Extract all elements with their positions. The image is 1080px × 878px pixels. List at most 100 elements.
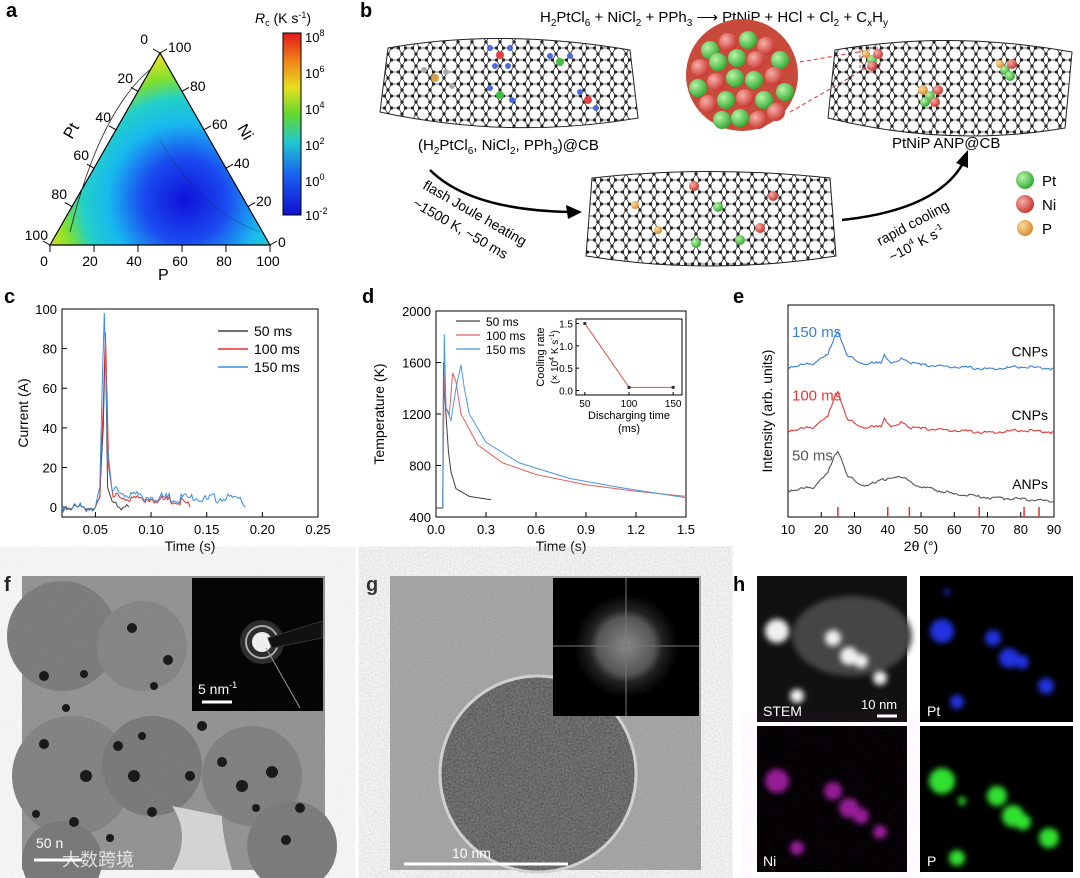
tick-left: 0: [140, 31, 148, 47]
series-line-2: [61, 312, 246, 514]
contour-line: [159, 139, 261, 233]
ternary-plot: 0 20 40 60 80 100 100 80 60 40 20 0 0 20…: [25, 10, 328, 284]
inset-point: [671, 385, 675, 389]
series-line-1: [61, 332, 191, 513]
legend-label-1: 100 ms: [486, 329, 525, 343]
x-tick-label: 40: [881, 522, 895, 537]
inset-y-label-2: (× 104 K s-1): [549, 330, 561, 384]
ternary-fill: [48, 51, 272, 246]
tick-bottom: 20: [82, 253, 98, 269]
axis-label-p: P: [158, 267, 169, 284]
tick-bottom: 60: [172, 253, 188, 269]
hrtem-image-g: 10 nm: [390, 576, 701, 874]
y-tick-label: 1200: [402, 407, 431, 422]
plot-frame: [61, 308, 319, 518]
panel-label-f: f: [4, 574, 11, 596]
x-tick-label: 0.10: [138, 522, 163, 537]
series-name-0: 150 ms: [792, 324, 841, 341]
series-line-0: [61, 338, 130, 511]
tick-right: 80: [190, 78, 206, 94]
inset-y-label: Cooling rate: [535, 327, 547, 386]
panel-label-a: a: [6, 0, 18, 22]
series-tag-0: CNPs: [1011, 344, 1048, 360]
inset-point: [583, 321, 587, 325]
legend-pt-swatch: [1016, 171, 1034, 189]
x-axis-label: Time (s): [165, 538, 216, 554]
legend-label-0: 50 ms: [486, 315, 519, 329]
watermark-text: 大数跨境: [62, 850, 134, 870]
tem-image-f: 5 nm-1 50 n 大数跨境: [7, 576, 337, 878]
colorbar-title: Rc (K s-1): [255, 10, 311, 28]
series-tag-1: CNPs: [1011, 407, 1048, 423]
y-tick-label: 20: [43, 460, 57, 475]
tick-bottom: 0: [40, 253, 48, 269]
tick-left: 20: [117, 70, 133, 86]
x-tick-label: 0.05: [83, 522, 108, 537]
tick-left: 40: [95, 109, 111, 125]
contour-line: [69, 67, 153, 233]
legend-label-1: 100 ms: [254, 341, 300, 357]
inset-x-tick-label: 100: [621, 399, 638, 410]
pt-map-label: Pt: [927, 703, 940, 719]
tick-left: 60: [73, 147, 89, 163]
x-tick-label: 20: [814, 522, 828, 537]
legend-p-label: P: [1042, 221, 1052, 238]
colorbar: [282, 32, 302, 216]
nanoparticle-cluster: [686, 19, 798, 131]
x-tick-label: 0.20: [250, 522, 275, 537]
precursor-label: (H2PtCl6, NiCl2, PPh3)@CB: [418, 137, 599, 157]
legend-label-2: 150 ms: [486, 343, 525, 357]
series-line-1: [787, 390, 1055, 435]
product-label: PtNiP ANP@CB: [892, 135, 1000, 152]
tick-right: 0: [278, 234, 286, 250]
p-map-label: P: [927, 853, 936, 869]
graphene-sheet-precursor: [379, 38, 639, 129]
scale-text-f: 50 n: [36, 835, 63, 851]
tick-left: 80: [51, 186, 67, 202]
inset-x-label-2: (ms): [618, 423, 640, 435]
x-tick-label: 0.3: [477, 522, 495, 537]
y-tick-label: 0: [50, 500, 57, 515]
x-tick-label: 50: [914, 522, 928, 537]
temperature-chart: 0.0 0.3 0.6 0.9 1.2 1.5 400 800 1200 1600 2000 Time…: [371, 304, 695, 554]
axis-label-ni: Ni: [234, 122, 256, 144]
heating-arrow: [429, 169, 571, 214]
tick-bottom: 40: [126, 253, 142, 269]
panel-label-c: c: [4, 286, 16, 308]
xrd-chart: 10 20 30 40 50 60 70 80 90 2θ (°) Intensity (arb. …: [759, 304, 1061, 554]
element-legend: Pt Ni P: [1016, 171, 1057, 238]
series-line-2: [442, 334, 687, 509]
scale-text-h: 10 nm: [861, 697, 897, 712]
x-tick-label: 0.0: [427, 522, 445, 537]
x-tick-label: 90: [1047, 522, 1061, 537]
tick-right: 20: [256, 193, 272, 209]
x-tick-label: 0.6: [527, 522, 545, 537]
panel-label-d: d: [362, 286, 375, 308]
inset-y-tick-label: 1.5: [559, 319, 573, 330]
x-tick-label: 0.9: [577, 522, 595, 537]
tem-particles: [32, 623, 305, 845]
y-tick-label: 1600: [402, 356, 431, 371]
alloy-particles: [862, 49, 1017, 107]
eds-maps-h: STEM 10 nm Pt Ni P: [757, 576, 1073, 872]
colorbar-tick: 106: [305, 64, 324, 81]
x-tick-label: 60: [947, 522, 961, 537]
legend-p-swatch: [1017, 220, 1033, 236]
x-tick-label: 1.2: [627, 522, 645, 537]
y-tick-label: 2000: [402, 304, 431, 319]
legend-pt-label: Pt: [1042, 173, 1057, 190]
y-tick-label: 400: [409, 510, 431, 525]
x-tick-label: 70: [980, 522, 994, 537]
series-name-1: 100 ms: [792, 387, 841, 404]
panel-label-e: e: [733, 286, 745, 308]
inset-x-tick-label: 150: [665, 399, 682, 410]
x-axis-label: 2θ (°): [904, 538, 938, 554]
x-tick-label: 0.25: [305, 522, 330, 537]
cooling-arrowhead: [956, 150, 968, 168]
legend-ni-swatch: [1016, 195, 1034, 213]
colorbar-tick: 104: [305, 100, 324, 117]
graphene-sheet-intermediate: [585, 171, 837, 267]
tick-right: 60: [212, 116, 228, 132]
pt-map: [920, 576, 1073, 722]
x-tick-label: 10: [781, 522, 795, 537]
